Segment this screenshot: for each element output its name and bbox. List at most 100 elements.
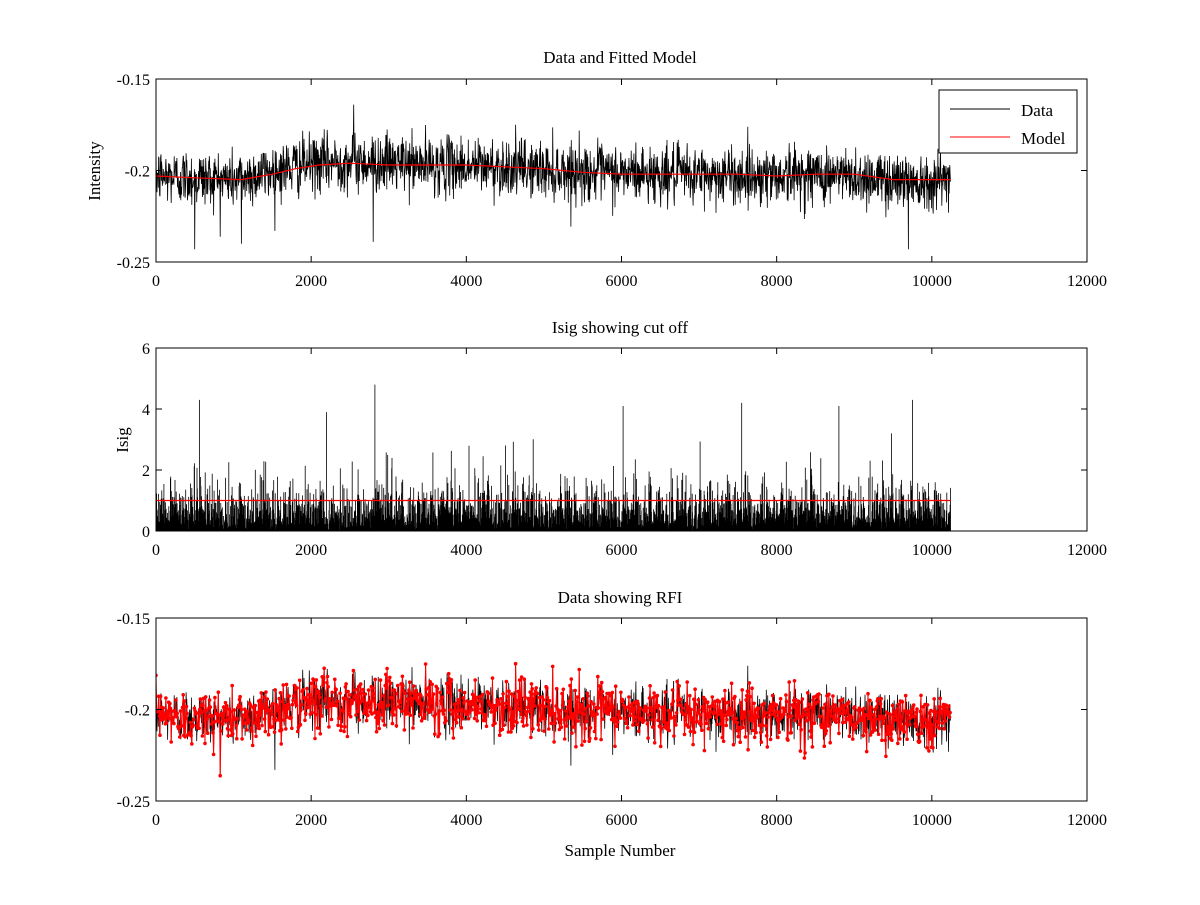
rfi-point bbox=[183, 735, 187, 739]
rfi-point bbox=[892, 718, 896, 723]
rfi-point bbox=[239, 704, 243, 709]
rfi-point bbox=[410, 696, 415, 701]
rfi-point bbox=[189, 733, 193, 738]
rfi-point bbox=[890, 703, 895, 708]
rfi-point bbox=[435, 701, 439, 706]
rfi-point bbox=[572, 725, 576, 729]
rfi-point bbox=[305, 705, 310, 710]
rfi-point bbox=[599, 737, 603, 742]
rfi-point bbox=[876, 732, 881, 737]
rfi-point bbox=[896, 741, 900, 746]
x-tick-label: 12000 bbox=[1067, 542, 1107, 559]
rfi-point bbox=[712, 711, 717, 715]
rfi-point bbox=[513, 661, 518, 666]
x-tick-label: 8000 bbox=[761, 273, 793, 290]
rfi-point bbox=[823, 702, 827, 707]
rfi-point bbox=[881, 721, 885, 725]
rfi-point bbox=[309, 696, 314, 700]
rfi-point bbox=[942, 726, 946, 731]
rfi-point bbox=[823, 731, 828, 736]
rfi-point bbox=[617, 709, 621, 714]
rfi-point bbox=[284, 682, 289, 687]
rfi-point bbox=[745, 689, 750, 693]
rfi-point bbox=[837, 731, 841, 736]
rfi-point bbox=[851, 727, 856, 732]
rfi-point bbox=[411, 684, 416, 688]
x-tick-label: 4000 bbox=[450, 812, 482, 829]
rfi-point bbox=[448, 708, 452, 712]
rfi-point bbox=[523, 709, 528, 714]
rfi-point bbox=[826, 724, 831, 728]
rfi-point bbox=[682, 712, 686, 717]
rfi-point bbox=[911, 703, 916, 707]
rfi-point bbox=[554, 686, 559, 691]
rfi-point bbox=[261, 706, 266, 710]
rfi-point bbox=[460, 717, 465, 721]
rfi-point bbox=[520, 719, 525, 724]
rfi-point bbox=[647, 713, 651, 717]
rfi-point bbox=[901, 724, 905, 729]
rfi-point bbox=[880, 738, 884, 743]
x-tick-label: 4000 bbox=[450, 542, 482, 559]
rfi-point bbox=[358, 682, 363, 686]
y-axis-label: Intensity bbox=[85, 141, 104, 201]
rfi-point bbox=[506, 730, 511, 734]
rfi-point bbox=[709, 704, 714, 708]
rfi-point bbox=[797, 722, 801, 726]
rfi-point bbox=[928, 737, 933, 741]
rfi-point bbox=[579, 703, 583, 707]
rfi-point bbox=[734, 716, 738, 721]
rfi-point bbox=[505, 701, 510, 706]
rfi-point bbox=[318, 732, 323, 736]
rfi-point bbox=[708, 715, 713, 719]
rfi-point bbox=[870, 730, 875, 734]
rfi-point bbox=[312, 700, 317, 704]
rfi-point bbox=[919, 731, 924, 735]
rfi-point bbox=[325, 680, 329, 685]
rfi-point bbox=[811, 698, 815, 702]
rfi-point bbox=[355, 687, 360, 692]
rfi-point bbox=[441, 712, 446, 716]
rfi-point bbox=[199, 710, 204, 715]
legend-label-model: Model bbox=[1021, 129, 1066, 148]
rfi-point bbox=[608, 708, 613, 713]
rfi-point bbox=[659, 726, 664, 731]
rfi-point bbox=[333, 677, 337, 682]
rfi-point bbox=[175, 711, 179, 716]
rfi-point bbox=[662, 705, 666, 709]
rfi-point bbox=[530, 687, 534, 691]
rfi-point bbox=[713, 704, 717, 709]
x-tick-label: 8000 bbox=[761, 812, 793, 829]
rfi-point bbox=[871, 712, 876, 717]
rfi-point bbox=[339, 724, 344, 729]
rfi-point bbox=[476, 711, 481, 715]
rfi-point bbox=[366, 688, 371, 692]
y-axis: 0 2 4 6 bbox=[142, 341, 1087, 541]
rfi-point bbox=[244, 715, 248, 719]
rfi-point bbox=[201, 703, 205, 708]
rfi-point bbox=[603, 695, 608, 700]
rfi-point bbox=[407, 688, 411, 692]
rfi-point bbox=[730, 710, 734, 715]
y-tick-label: -0.2 bbox=[125, 703, 150, 720]
rfi-point bbox=[674, 723, 678, 727]
rfi-point bbox=[180, 705, 185, 710]
rfi-point bbox=[800, 697, 805, 701]
rfi-point bbox=[692, 730, 697, 734]
rfi-point bbox=[559, 725, 564, 729]
rfi-point bbox=[694, 702, 698, 707]
rfi-point bbox=[839, 706, 844, 711]
rfi-point bbox=[832, 718, 836, 722]
rfi-point bbox=[384, 672, 388, 677]
rfi-point bbox=[321, 676, 326, 680]
rfi-point bbox=[373, 677, 378, 682]
rfi-point bbox=[610, 690, 615, 695]
rfi-point bbox=[892, 714, 897, 719]
rfi-point bbox=[399, 709, 404, 714]
rfi-point bbox=[784, 693, 788, 697]
rfi-point bbox=[930, 723, 934, 727]
rfi-point bbox=[582, 739, 587, 744]
rfi-point bbox=[456, 715, 461, 719]
rfi-point bbox=[937, 705, 941, 709]
rfi-point bbox=[306, 699, 311, 703]
